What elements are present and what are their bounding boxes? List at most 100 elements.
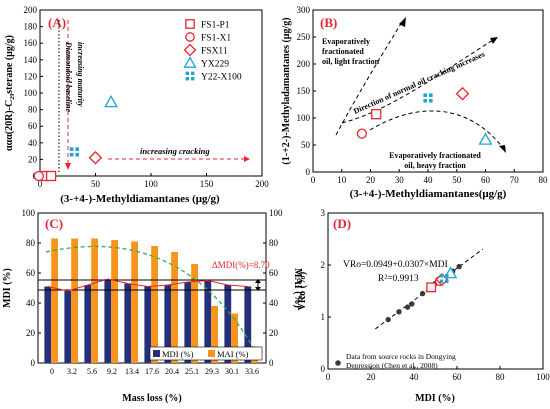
mdi-bar — [104, 279, 112, 363]
marker-square-part — [185, 71, 189, 75]
x-tick-label: 200 — [255, 179, 269, 189]
x-tick-label: 80 — [496, 372, 506, 382]
mdi-bar — [144, 286, 152, 363]
legend-label: FS1-X1 — [201, 34, 231, 44]
legend-label: FS1-P1 — [201, 21, 230, 31]
x-tick-label: 80 — [539, 175, 549, 185]
mdi-bar — [44, 286, 52, 363]
data-point — [396, 309, 402, 315]
x-tick-label: 0 — [326, 372, 331, 382]
y2-tick-label: 0 — [269, 358, 274, 368]
heavy-fraction-annotation: Evaporatively fractionated oil, heavy fra… — [389, 151, 481, 170]
x-tick-label: 100 — [144, 179, 158, 189]
x-tick-label: 10 — [337, 175, 347, 185]
legend: MDI (%) MAI (%) — [149, 346, 263, 361]
cracking-annotation: increasing cracking — [140, 146, 210, 156]
data-point — [371, 109, 382, 120]
x-tick-label: 50 — [91, 179, 101, 189]
marker-square-part — [191, 77, 195, 81]
y-tick-label: 0 — [306, 167, 311, 177]
mai-bar — [231, 313, 238, 363]
y-tick-label: 50 — [301, 140, 311, 150]
data-point — [478, 132, 493, 145]
light-fraction-curve — [335, 21, 403, 136]
delta-arrow-down — [255, 287, 261, 291]
y-tick-label: 200 — [297, 59, 311, 69]
marker-square-part — [423, 99, 427, 103]
marker-square-part — [429, 99, 433, 103]
data-point — [385, 316, 391, 323]
mdi-bar — [164, 285, 172, 363]
y-tick-label: 3 — [321, 208, 326, 218]
marker-square-part — [75, 147, 80, 151]
marker-square-part — [439, 274, 444, 278]
mdi-bar — [64, 291, 72, 363]
marker-square-part — [191, 71, 195, 75]
mai-bar — [91, 238, 98, 363]
legend-marker — [185, 71, 195, 81]
marker-square-part — [445, 274, 449, 278]
x-tick-label: 20.4 — [165, 367, 179, 376]
y-tick-label: 40 — [28, 138, 38, 148]
mdi-bar — [224, 285, 232, 363]
maturity-arrowhead — [65, 163, 71, 170]
panel-a: (A) (3-+4-)-Methyldiamantanes (μg/g) ααα… — [4, 5, 269, 205]
panel-d-ylabel: VRo (%) — [297, 272, 308, 311]
legend-label: YX229 — [201, 60, 229, 70]
source-rock-legend-dot — [335, 360, 341, 366]
mai-bar — [151, 246, 158, 363]
y-tick-label: 0 — [321, 364, 326, 374]
heavy-fraction-arrowhead — [499, 145, 506, 153]
cracking-arrowhead — [244, 156, 250, 162]
y-tick-label: 80 — [26, 238, 36, 248]
mai-bar — [71, 238, 78, 363]
data-point — [45, 170, 57, 182]
data-point — [88, 150, 103, 165]
marker-square-part — [69, 147, 74, 151]
legend-marker — [183, 43, 197, 57]
x-tick-label: 100 — [536, 372, 550, 382]
x-tick-label: 40 — [410, 372, 420, 382]
panel-c-xlabel: Mass loss (%) — [122, 393, 181, 404]
y-tick-label: 20 — [28, 154, 38, 164]
data-point — [456, 263, 462, 270]
y-tick-label: 60 — [26, 268, 36, 278]
marker-square-part — [429, 93, 433, 98]
x-tick-label: 50 — [452, 175, 462, 185]
y-tick-label: 2 — [321, 260, 326, 270]
mai-bar — [111, 240, 118, 363]
data-point — [419, 290, 426, 297]
data-point — [426, 282, 437, 293]
mai-bar — [191, 264, 198, 363]
y-tick-label: 1 — [321, 312, 326, 322]
panel-a-xlabel: (3-+4-)-Methyldiamantanes (μg/g) — [60, 193, 220, 205]
normal-cracking-arrowhead — [490, 37, 498, 44]
data-point — [33, 170, 45, 182]
marker-square-part — [69, 152, 74, 157]
panel-d: (D) MDI (%) VRo (%) 0 20 40 60 80 100 0 1 2 3 VRo… — [297, 208, 550, 404]
panel-c-ylabel: MDI (%) — [2, 268, 13, 308]
mai-trend-curve — [45, 245, 259, 357]
mdi-trend-line — [47, 278, 248, 292]
light-fraction-annotation: Evaporatively fractionated oil, light frac… — [322, 37, 380, 66]
data-point — [439, 274, 449, 283]
data-point — [404, 304, 411, 310]
mdi-bar — [84, 285, 92, 363]
x-tick-label: 150 — [200, 179, 214, 189]
legend-marker — [185, 32, 195, 42]
x-tick-label: 0 — [311, 175, 316, 185]
y-tick-label: 60 — [28, 121, 38, 131]
data-point — [356, 128, 368, 139]
data-point — [69, 147, 80, 157]
x-tick-label: 0 — [38, 179, 43, 189]
y-tick-label: 0 — [31, 358, 36, 368]
panel-d-xlabel: MDI (%) — [415, 393, 455, 404]
x-tick-label: 13.4 — [125, 367, 139, 376]
legend-swatch — [153, 350, 160, 357]
panel-c: (C) Mass loss (%) MDI (%) MAI (%) 0 3.2 5.… — [2, 208, 303, 404]
legend-marker — [185, 19, 195, 29]
legend-label: MDI (%) — [162, 349, 194, 359]
y2-tick-label: 60 — [269, 268, 279, 278]
mai-bar — [131, 241, 138, 363]
